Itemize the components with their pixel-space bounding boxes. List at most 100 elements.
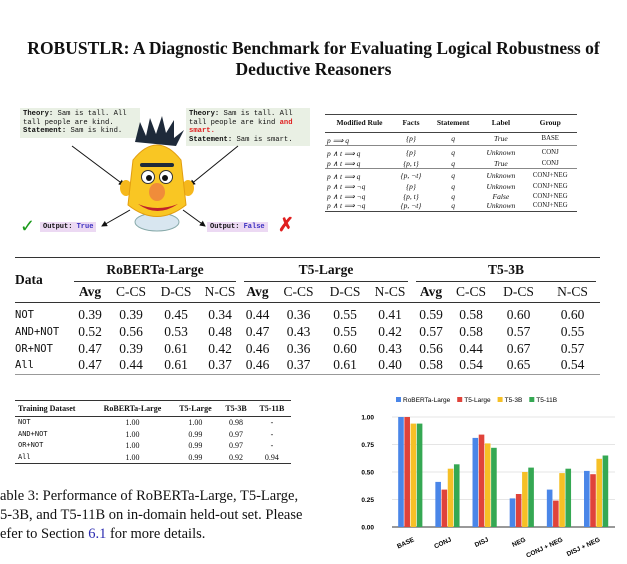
- bar: [472, 437, 479, 527]
- y-tick-label: 1.00: [361, 415, 374, 422]
- table-cell: CONJ+NEG: [532, 192, 568, 200]
- value-cell: 0.57: [560, 340, 585, 356]
- table-row: p ∧ t ⟹ q {p, t} q True CONJ: [325, 159, 577, 169]
- table-row: OR+NOT 0.47 0.39 0.61 0.42 0.46 0.36 0.60 0.43 0.…: [15, 340, 600, 357]
- robustness-table: Data RoBERTa-Large T5-Large T5-3B Avg C-C…: [15, 257, 601, 375]
- table-cell: p ∧ t ⟹ ¬q: [327, 201, 366, 211]
- bar: [453, 464, 460, 527]
- bar: [602, 455, 609, 527]
- value-cell: 0.36: [286, 340, 311, 356]
- table-cell: 0.94: [252, 451, 291, 464]
- bert-illustration: [71, 116, 239, 232]
- table-cell: 0.99: [188, 441, 203, 450]
- value-cell: 0.47: [78, 340, 102, 356]
- col-header: T5-Large: [171, 400, 220, 417]
- section-link[interactable]: 6.1: [88, 526, 107, 542]
- value-cell: 0.42: [208, 340, 232, 356]
- y-tick-label: 0.50: [361, 470, 374, 477]
- data-label: AND+NOT: [15, 326, 60, 339]
- table-row: NOT 1.00 1.00 0.98 -: [15, 417, 291, 429]
- y-tick-label: 0.00: [361, 525, 374, 532]
- table-cell: NOT: [18, 418, 31, 426]
- table-cell: p ∧ t ⟹ q: [327, 149, 361, 159]
- value-cell: 0.54: [450, 357, 493, 375]
- bar: [522, 472, 528, 527]
- bar: [404, 417, 410, 527]
- data-header: Data: [15, 257, 70, 303]
- table-row: OR+NOT 1.00 0.99 0.97 -: [15, 440, 291, 452]
- metric-header: N-CS: [368, 282, 413, 303]
- value-cell: 0.43: [378, 340, 402, 356]
- value-cell: 0.44: [245, 307, 270, 323]
- col-header: Facts: [402, 118, 420, 127]
- table-cell: 0.92: [219, 451, 253, 464]
- table-cell: 1.00: [188, 418, 203, 427]
- bar: [509, 498, 516, 527]
- value-cell: 0.39: [119, 307, 143, 323]
- bar: [546, 489, 553, 527]
- value-cell: 0.55: [560, 324, 585, 340]
- bar: [565, 468, 572, 527]
- table-cell: q: [451, 201, 456, 211]
- table-cell: {p, ¬t}: [400, 170, 422, 180]
- value-cell: 0.57: [506, 324, 531, 340]
- x-tick-label: BASE: [396, 536, 416, 550]
- value-cell: 0.44: [459, 340, 483, 356]
- legend-label: RoBERTa-Large: [403, 397, 451, 404]
- x-tick-label: DISJ + NEG: [566, 536, 602, 558]
- table-cell: -: [270, 418, 274, 427]
- y-tick-label: 0.75: [361, 442, 374, 449]
- table-row: AND+NOT 0.52 0.56 0.53 0.48 0.47 0.43 0.55 0.42 0…: [15, 324, 600, 341]
- table-row: p ∧ t ⟹ ¬q {p, ¬t} q Unknown CONJ+NEG: [325, 201, 577, 211]
- value-cell: 0.60: [506, 307, 531, 323]
- value-cell: 0.45: [164, 307, 188, 323]
- bar: [553, 500, 559, 527]
- table-cell: q: [451, 158, 456, 168]
- bar: [478, 434, 485, 527]
- metric-header: D-CS: [322, 282, 369, 303]
- table-cell: Unknown: [486, 147, 516, 157]
- table-row: AND+NOT 1.00 0.99 0.97 -: [15, 429, 291, 441]
- data-label: OR+NOT: [15, 342, 53, 355]
- model-header: T5-3B: [412, 258, 600, 282]
- table-cell: q: [451, 147, 456, 157]
- value-cell: 0.44: [110, 357, 152, 375]
- legend-swatch: [396, 397, 401, 402]
- table-cell: p ∧ t ⟹ ¬q: [327, 191, 366, 201]
- right-output: Output: False: [207, 222, 268, 232]
- bar-chart: 0.00 0.25 0.50 0.75 1.00 BASE CONJ DISJ NEGCONJ …: [361, 397, 615, 560]
- table-cell: 1.00: [93, 451, 172, 464]
- metric-header: Avg: [412, 282, 451, 303]
- left-output: Output: True: [40, 222, 97, 232]
- metric-header: D-CS: [152, 282, 200, 303]
- value-cell: 0.60: [560, 307, 585, 323]
- table-cell: -: [270, 441, 274, 450]
- value-cell: 0.56: [119, 324, 143, 340]
- value-cell: 0.39: [119, 340, 143, 356]
- metric-header: N-CS: [200, 282, 241, 303]
- table-row: All 0.47 0.44 0.61 0.37 0.46 0.37 0.61 0.40 0.58 0…: [15, 357, 601, 375]
- value-cell: 0.55: [333, 307, 357, 323]
- value-cell: 0.58: [459, 307, 483, 323]
- bar: [528, 467, 534, 527]
- legend-label: T5-3B: [505, 397, 523, 404]
- metric-header: D-CS: [492, 282, 546, 303]
- table-cell: AND+NOT: [18, 429, 48, 438]
- value-cell: 0.46: [240, 357, 276, 375]
- bar: [515, 494, 522, 527]
- table-row: All 1.00 0.99 0.92 0.94: [15, 451, 291, 464]
- table-row: NOT 0.39 0.39 0.45 0.34 0.44 0.36 0.55 0.41 0.59 0…: [15, 303, 600, 324]
- table-cell: p ∧ t ⟹ q: [327, 172, 361, 182]
- table-cell: 1.00: [125, 429, 140, 439]
- value-cell: 0.61: [322, 357, 369, 375]
- value-cell: 0.61: [152, 357, 200, 375]
- value-cell: 0.43: [286, 324, 311, 340]
- col-header: T5-3B: [219, 400, 253, 417]
- table-row: p ∧ t ⟹ q {p, ¬t} q Unknown CONJ+NEG: [325, 169, 577, 182]
- legend-swatch: [457, 397, 463, 402]
- value-cell: 0.61: [164, 340, 188, 356]
- table-cell: 0.98: [228, 418, 243, 427]
- metric-header: C-CS: [110, 282, 152, 303]
- cross-icon: ✗: [278, 215, 294, 236]
- value-cell: 0.41: [378, 307, 402, 323]
